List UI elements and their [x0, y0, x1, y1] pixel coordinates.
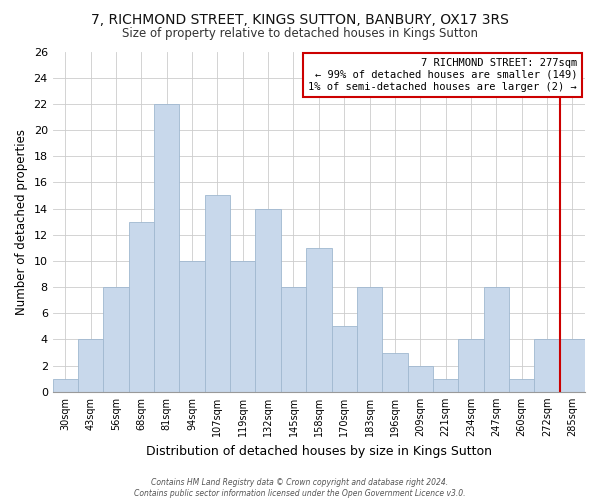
Bar	[484, 287, 509, 392]
Text: Contains HM Land Registry data © Crown copyright and database right 2024.
Contai: Contains HM Land Registry data © Crown c…	[134, 478, 466, 498]
Bar	[179, 261, 205, 392]
Bar	[382, 352, 407, 392]
Bar	[129, 222, 154, 392]
Bar	[509, 378, 535, 392]
Bar	[535, 340, 560, 392]
Bar	[357, 287, 382, 392]
Text: 7, RICHMOND STREET, KINGS SUTTON, BANBURY, OX17 3RS: 7, RICHMOND STREET, KINGS SUTTON, BANBUR…	[91, 12, 509, 26]
Text: Size of property relative to detached houses in Kings Sutton: Size of property relative to detached ho…	[122, 28, 478, 40]
Bar	[407, 366, 433, 392]
Text: 7 RICHMOND STREET: 277sqm
← 99% of detached houses are smaller (149)
1% of semi-: 7 RICHMOND STREET: 277sqm ← 99% of detac…	[308, 58, 577, 92]
Bar	[205, 196, 230, 392]
Bar	[433, 378, 458, 392]
Bar	[103, 287, 129, 392]
Bar	[154, 104, 179, 392]
Bar	[53, 378, 78, 392]
Bar	[256, 208, 281, 392]
Bar	[306, 248, 332, 392]
Bar	[281, 287, 306, 392]
Bar	[560, 340, 585, 392]
Bar	[458, 340, 484, 392]
X-axis label: Distribution of detached houses by size in Kings Sutton: Distribution of detached houses by size …	[146, 444, 492, 458]
Y-axis label: Number of detached properties: Number of detached properties	[15, 128, 28, 314]
Bar	[78, 340, 103, 392]
Bar	[230, 261, 256, 392]
Bar	[332, 326, 357, 392]
